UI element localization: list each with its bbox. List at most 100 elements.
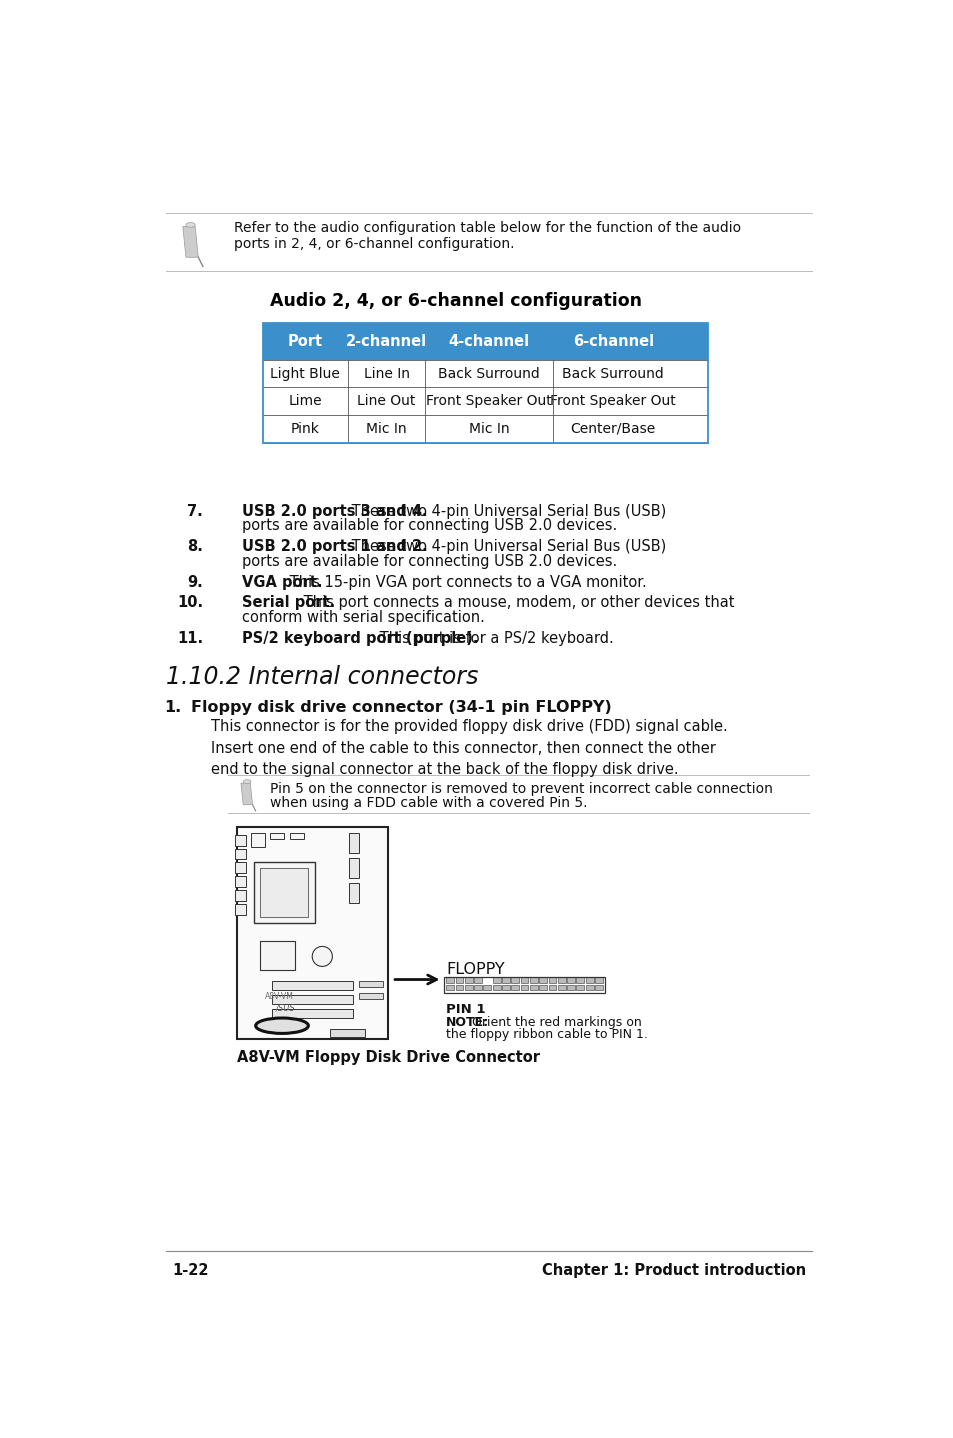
Ellipse shape — [186, 223, 195, 227]
Text: Back Surround: Back Surround — [438, 367, 539, 381]
Bar — [558, 985, 565, 991]
Ellipse shape — [255, 1018, 308, 1034]
Text: Lime: Lime — [288, 394, 322, 408]
Text: Line Out: Line Out — [357, 394, 416, 408]
Bar — [349, 858, 358, 877]
Bar — [576, 978, 583, 982]
Bar — [330, 1028, 365, 1037]
Text: NOTE:: NOTE: — [446, 1017, 489, 1030]
Bar — [260, 940, 294, 971]
Text: Line In: Line In — [363, 367, 409, 381]
Bar — [443, 978, 604, 994]
Polygon shape — [183, 226, 198, 257]
Text: PS/2 keyboard port (purple).: PS/2 keyboard port (purple). — [241, 631, 477, 646]
Text: 6-channel: 6-channel — [572, 334, 653, 348]
Bar — [290, 833, 303, 838]
Bar — [272, 995, 353, 1004]
Bar — [548, 978, 556, 982]
Text: ports are available for connecting USB 2.0 devices.: ports are available for connecting USB 2… — [241, 554, 617, 568]
Bar — [359, 992, 382, 999]
Bar — [236, 827, 388, 1038]
Bar — [567, 985, 575, 991]
Text: VGA port.: VGA port. — [241, 575, 322, 590]
Bar — [272, 981, 353, 991]
Text: FLOPPY: FLOPPY — [446, 962, 504, 976]
Bar — [262, 322, 707, 360]
Text: Front Speaker Out: Front Speaker Out — [550, 394, 676, 408]
Bar — [511, 978, 518, 982]
Bar — [235, 876, 246, 887]
Text: Audio 2, 4, or 6-channel configuration: Audio 2, 4, or 6-channel configuration — [270, 292, 641, 311]
Text: when using a FDD cable with a covered Pin 5.: when using a FDD cable with a covered Pi… — [270, 797, 587, 810]
Text: USB 2.0 ports 1 and 2.: USB 2.0 ports 1 and 2. — [241, 539, 427, 554]
Bar — [501, 978, 509, 982]
Text: These two 4-pin Universal Serial Bus (USB): These two 4-pin Universal Serial Bus (US… — [346, 503, 665, 519]
Bar — [493, 985, 500, 991]
Bar — [493, 978, 500, 982]
Bar — [585, 978, 593, 982]
Text: 11.: 11. — [176, 631, 203, 646]
Bar — [474, 985, 481, 991]
Text: 9.: 9. — [187, 575, 203, 590]
Bar — [595, 985, 602, 991]
Text: Center/Base: Center/Base — [570, 421, 656, 436]
Bar — [349, 883, 358, 903]
Bar — [520, 978, 528, 982]
Bar — [456, 985, 463, 991]
Text: Chapter 1: Product introduction: Chapter 1: Product introduction — [541, 1263, 805, 1278]
Text: This connector is for the provided floppy disk drive (FDD) signal cable.
Insert : This connector is for the provided flopp… — [211, 719, 727, 778]
Bar — [474, 978, 481, 982]
Text: Mic In: Mic In — [469, 421, 509, 436]
Text: This 15-pin VGA port connects to a VGA monitor.: This 15-pin VGA port connects to a VGA m… — [284, 575, 646, 590]
Bar — [464, 985, 472, 991]
Text: Pink: Pink — [291, 421, 319, 436]
Bar — [235, 848, 246, 860]
Text: Orient the red markings on: Orient the red markings on — [468, 1017, 641, 1030]
Text: Pin 5 on the connector is removed to prevent incorrect cable connection: Pin 5 on the connector is removed to pre… — [270, 782, 773, 797]
Text: Back Surround: Back Surround — [562, 367, 663, 381]
Text: 8.: 8. — [187, 539, 203, 554]
Bar — [501, 985, 509, 991]
Text: 7.: 7. — [187, 503, 203, 519]
Bar — [253, 861, 314, 923]
Bar — [251, 833, 265, 847]
Text: 1-22: 1-22 — [172, 1263, 209, 1278]
Bar — [595, 978, 602, 982]
Text: ports in 2, 4, or 6-channel configuration.: ports in 2, 4, or 6-channel configuratio… — [233, 237, 514, 252]
Text: This port connects a mouse, modem, or other devices that: This port connects a mouse, modem, or ot… — [298, 595, 734, 610]
Text: Refer to the audio configuration table below for the function of the audio: Refer to the audio configuration table b… — [233, 221, 740, 234]
Bar — [520, 985, 528, 991]
Text: Mic In: Mic In — [366, 421, 407, 436]
Text: Port: Port — [288, 334, 322, 348]
Bar — [235, 835, 246, 846]
Text: conform with serial specification.: conform with serial specification. — [241, 610, 484, 626]
Bar — [446, 978, 454, 982]
Bar — [530, 985, 537, 991]
Text: PIN 1: PIN 1 — [446, 1002, 485, 1015]
Bar — [464, 978, 472, 982]
Bar — [446, 985, 454, 991]
Bar — [235, 863, 246, 873]
Text: 1.: 1. — [164, 700, 181, 715]
Bar — [548, 985, 556, 991]
Bar — [576, 985, 583, 991]
Bar — [483, 985, 491, 991]
Text: 2-channel: 2-channel — [346, 334, 427, 348]
Bar — [235, 905, 246, 915]
Text: Serial port.: Serial port. — [241, 595, 335, 610]
Bar — [262, 322, 707, 443]
Bar — [359, 981, 382, 988]
Text: 4-channel: 4-channel — [448, 334, 529, 348]
Bar — [538, 985, 546, 991]
Text: ports are available for connecting USB 2.0 devices.: ports are available for connecting USB 2… — [241, 518, 617, 533]
Bar — [538, 978, 546, 982]
Text: Floppy disk drive connector (34-1 pin FLOPPY): Floppy disk drive connector (34-1 pin FL… — [191, 700, 611, 715]
Text: 10.: 10. — [176, 595, 203, 610]
Bar — [349, 833, 358, 853]
Polygon shape — [241, 784, 253, 805]
Bar — [567, 978, 575, 982]
Text: 1.10.2 Internal connectors: 1.10.2 Internal connectors — [166, 666, 477, 689]
Bar — [558, 978, 565, 982]
Bar — [235, 890, 246, 902]
Text: the floppy ribbon cable to PIN 1.: the floppy ribbon cable to PIN 1. — [446, 1028, 647, 1041]
